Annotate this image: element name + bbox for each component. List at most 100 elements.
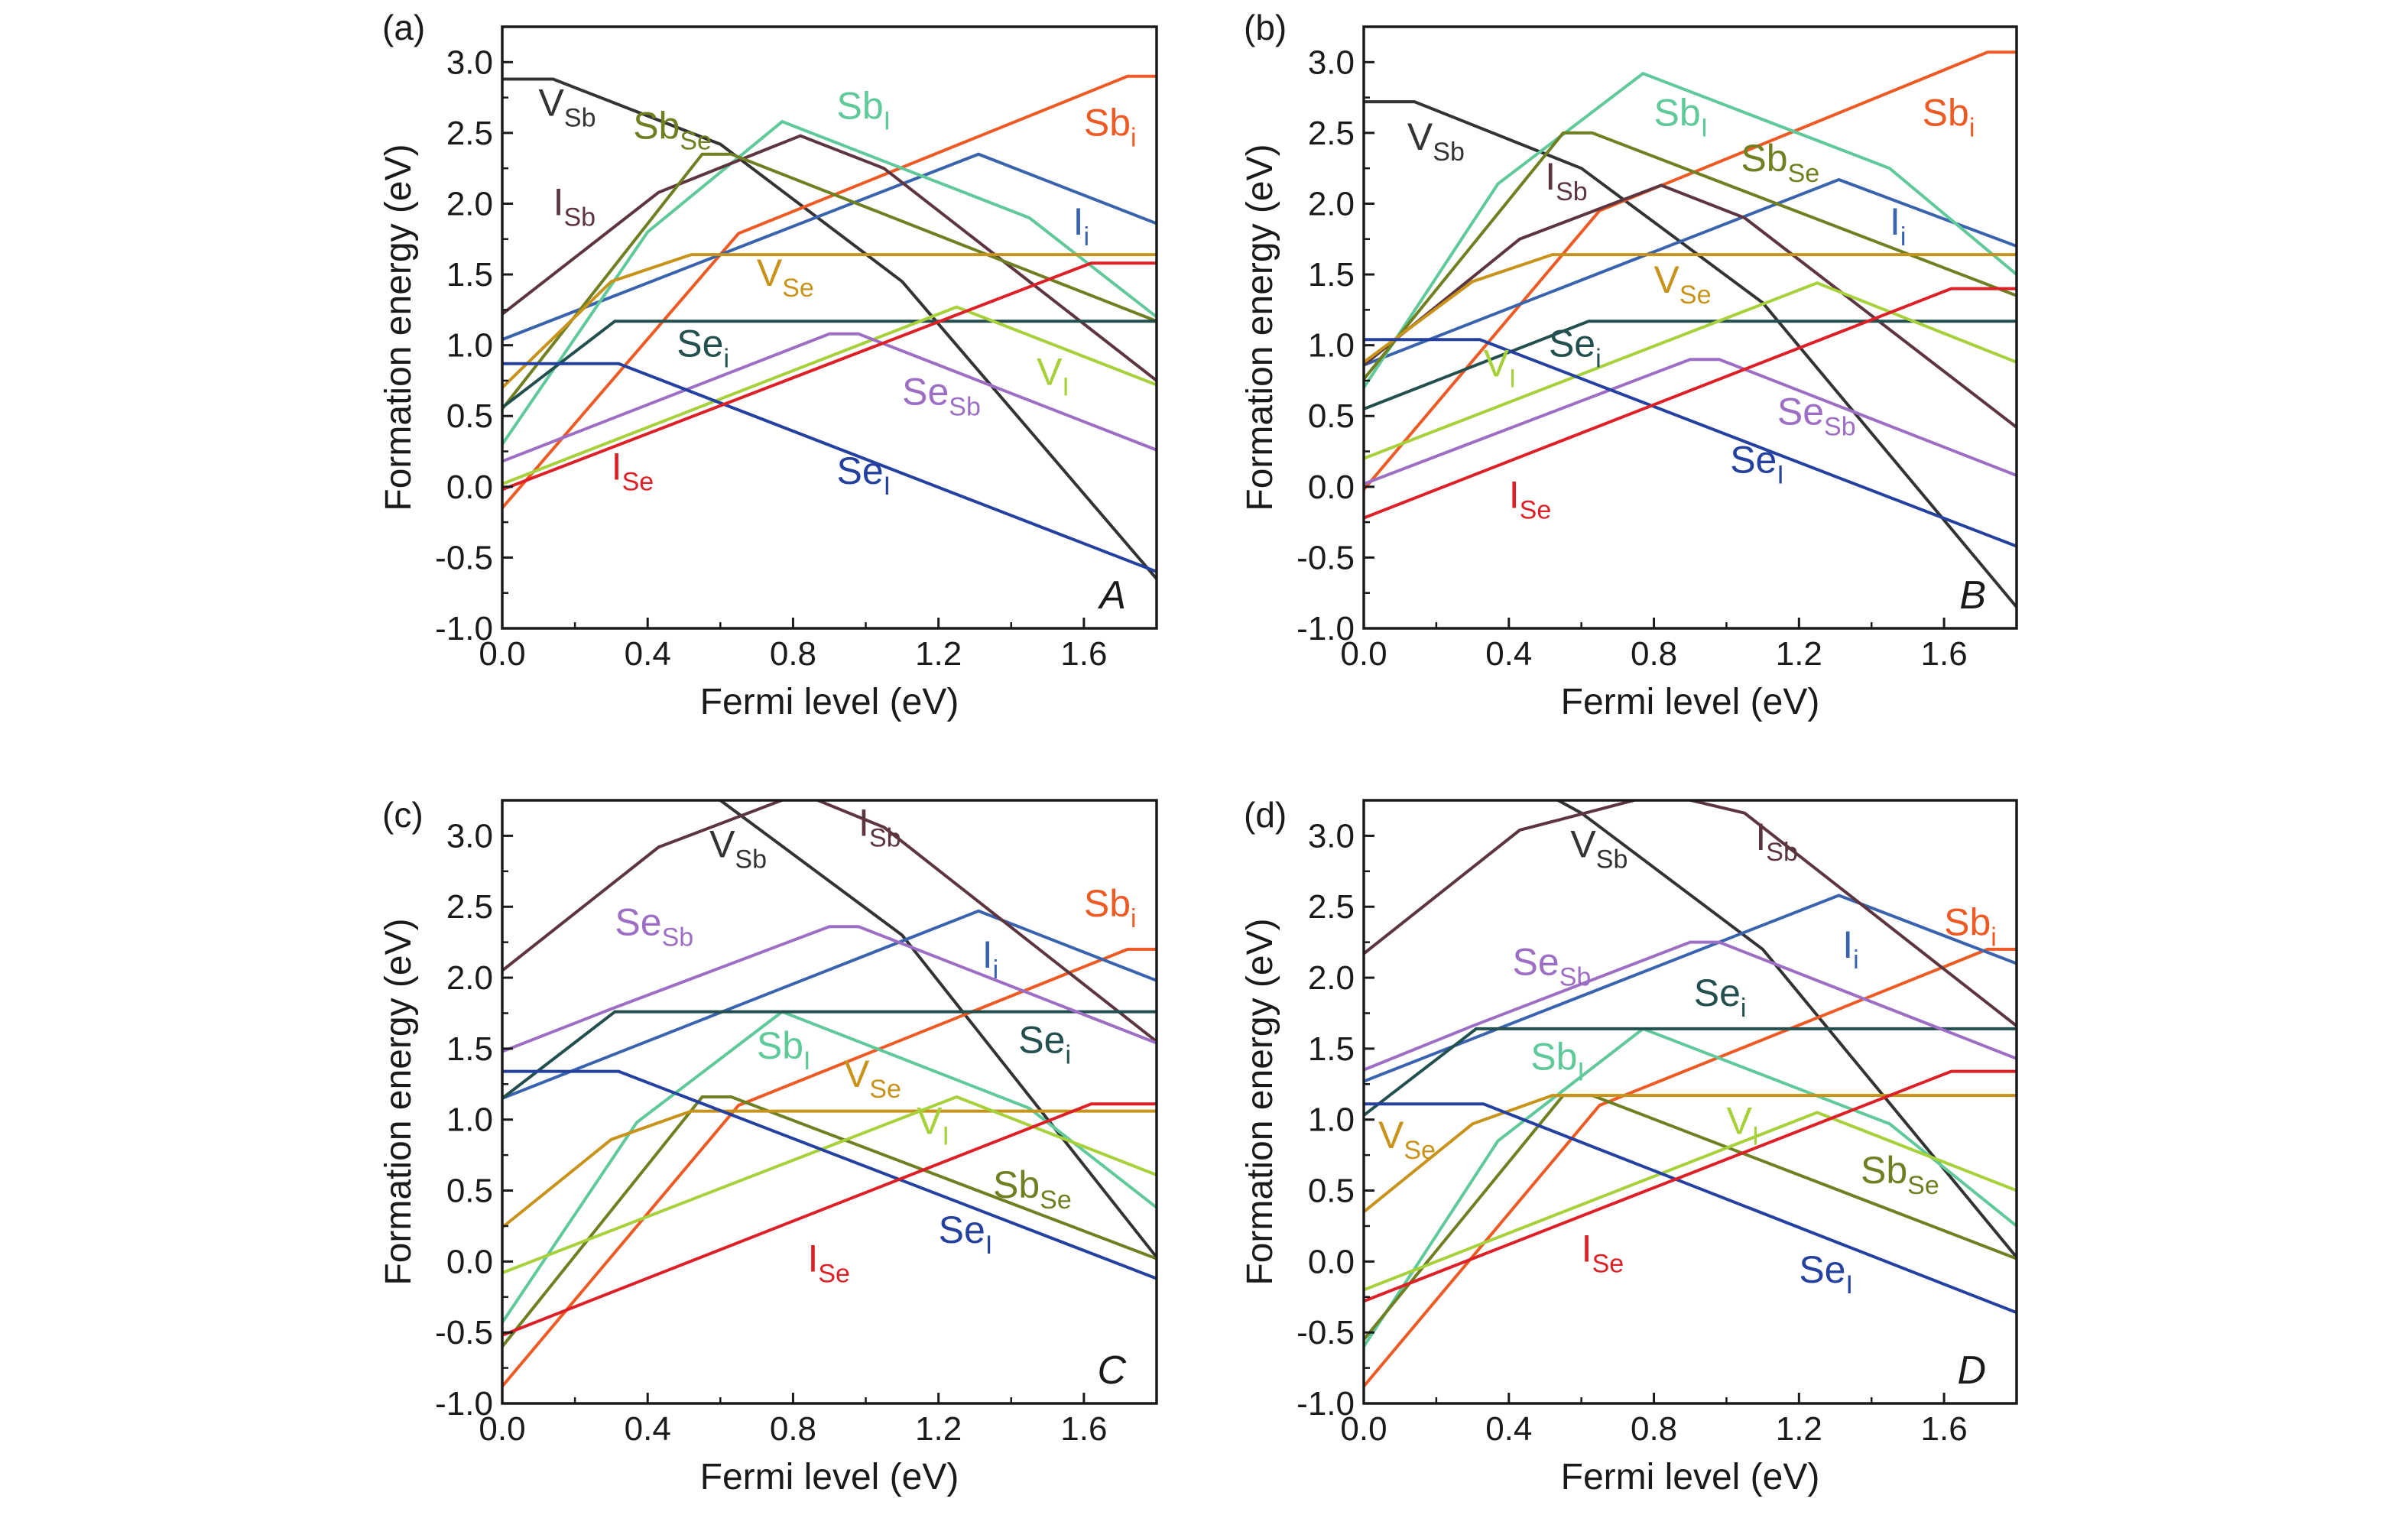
panel-a: 0.0 0.4 0.8 1.2 1.6 -1.0 -0.5 0.0 0.5 1.0 1.5 2.0 2.…	[378, 8, 1158, 722]
y-tick-label: -1.0	[435, 1385, 493, 1423]
series-group	[1364, 50, 2017, 608]
series-label-i-i: Ii	[982, 933, 998, 985]
series-line-v-sb	[1555, 800, 2017, 1259]
plot-frame	[501, 25, 1158, 630]
series-line-i-se	[502, 261, 1157, 491]
y-tick-label: -0.5	[1296, 539, 1355, 576]
x-tick-label: 0.8	[770, 1410, 816, 1448]
y-tick-label: 1.5	[1308, 256, 1355, 294]
series-line-sb-se	[502, 1095, 1157, 1348]
series-label-se-sb: SeSb	[902, 370, 981, 421]
series-line-i-sb	[502, 134, 1157, 382]
series-label-i-se: ISe	[1582, 1227, 1624, 1278]
panel-label: (a)	[382, 8, 425, 47]
series-label-se-sb: SeSb	[615, 900, 693, 952]
series-label-se-i: SeI	[1799, 1248, 1853, 1299]
x-axis-label: Fermi level (eV)	[1561, 1457, 1820, 1497]
series-line-se-i	[1364, 320, 2017, 410]
series-line-sb-i	[502, 947, 1157, 1387]
x-tick-label: 0.8	[770, 635, 816, 673]
series-label-v-se: VSe	[757, 251, 814, 303]
series-label-v-i: VI	[1726, 1099, 1759, 1150]
y-tick-label: 2.0	[446, 959, 493, 997]
x-tick-label: 0.0	[479, 635, 525, 673]
series-line-se-sb	[502, 925, 1157, 1053]
x-tick-label: 1.6	[1060, 1410, 1107, 1448]
y-tick-label: 3.0	[1308, 817, 1355, 855]
series-label-sb-i: SbI	[757, 1024, 811, 1075]
y-tick-label: -1.0	[435, 610, 493, 647]
series-line-v-i	[502, 1095, 1157, 1275]
series-label-se-i: SeI	[837, 449, 891, 501]
x-tick-label: 0.0	[1340, 1410, 1387, 1448]
series-label-sb-i: SbI	[1654, 92, 1709, 143]
series-line-se-i	[1364, 1102, 2017, 1315]
series-label-i-i: Ii	[1073, 200, 1089, 251]
series-line-v-se	[1364, 253, 2017, 364]
series-label-se-i: SeI	[939, 1208, 993, 1260]
series-label-i-sb: ISb	[553, 180, 596, 232]
series-line-v-sb	[502, 77, 1157, 580]
y-tick-label: 2.5	[1308, 888, 1355, 926]
series-label-v-sb: VSb	[1407, 115, 1465, 167]
series-group	[502, 74, 1157, 580]
x-tick-label: 0.4	[625, 635, 671, 673]
y-tick-label: 2.0	[1308, 959, 1355, 997]
y-tick-label: 1.0	[446, 327, 493, 365]
series-line-sb-se	[502, 152, 1157, 410]
panel-label: (c)	[382, 795, 424, 835]
series-label-v-i: VI	[1037, 350, 1069, 401]
series-line-v-i	[1364, 281, 2017, 460]
series-line-se-i	[502, 1010, 1157, 1100]
y-axis-label: Formation energy (eV)	[1240, 144, 1280, 511]
panel-c: 0.0 0.4 0.8 1.2 1.6 -1.0 -0.5 0.0 0.5 1.0 1.5 2.0 2.…	[378, 795, 1158, 1497]
x-tick-label: 0.0	[479, 1410, 525, 1448]
y-tick-label: 1.0	[1308, 1101, 1355, 1139]
y-tick-label: -0.5	[1296, 1314, 1355, 1351]
series-line-se-sb	[1364, 358, 2017, 485]
y-tick-label: 3.0	[1308, 44, 1355, 81]
panel-label: (d)	[1244, 795, 1287, 835]
x-tick-label: 1.2	[1776, 1410, 1822, 1448]
series-label-v-sb: VSb	[1570, 822, 1628, 874]
x-axis-label: Fermi level (eV)	[1561, 682, 1820, 722]
y-tick-label: 2.0	[1308, 185, 1355, 222]
series-label-sb-se: SbSe	[633, 104, 712, 155]
y-tick-label: 2.5	[446, 888, 493, 926]
series-label-i-se: ISe	[807, 1237, 850, 1288]
series-label-sb-i: SbI	[837, 84, 891, 135]
y-tick-label: 0.5	[446, 397, 493, 435]
plot-frame	[501, 799, 1158, 1405]
series-line-se-i	[502, 1069, 1157, 1280]
y-tick-label: 1.5	[446, 256, 493, 294]
plot-frame	[1362, 799, 2018, 1405]
series-line-se-i	[502, 320, 1157, 409]
condition-label: A	[1097, 573, 1126, 618]
series-line-i-i	[1364, 894, 2017, 1083]
series-line-sb-se	[1364, 131, 2017, 381]
series-line-se-i	[1364, 1027, 2017, 1117]
series-label-i-i: Ii	[1842, 923, 1858, 975]
series-label-sb-i: Sbi	[1084, 882, 1137, 933]
y-tick-label: 0.5	[446, 1173, 493, 1210]
panel-label: (b)	[1244, 8, 1287, 47]
condition-label: B	[1959, 573, 1986, 618]
series-line-se-i	[1364, 338, 2017, 548]
series-label-sb-se: SbSe	[1741, 137, 1819, 188]
series-line-v-se	[502, 253, 1157, 389]
y-tick-label: -0.5	[435, 1314, 493, 1351]
series-label-i-se: ISe	[612, 446, 654, 497]
series-line-v-se	[1364, 1094, 2017, 1213]
series-label-sb-i: Sbi	[1923, 92, 1975, 143]
series-label-i-sb: ISb	[858, 801, 901, 852]
series-line-i-sb	[1364, 800, 2017, 1027]
y-tick-label: 1.0	[1308, 327, 1355, 365]
x-axis-label: Fermi level (eV)	[700, 1457, 959, 1497]
series-label-se-sb: SeSb	[1513, 940, 1592, 991]
series-line-v-i	[1364, 1111, 2017, 1292]
y-tick-label: 0.0	[1308, 469, 1355, 506]
series-line-i-se	[1364, 1069, 2017, 1303]
series-label-sb-i: SbI	[1530, 1036, 1585, 1087]
y-tick-label: -0.5	[435, 539, 493, 576]
series-line-i-se	[1364, 287, 2017, 520]
